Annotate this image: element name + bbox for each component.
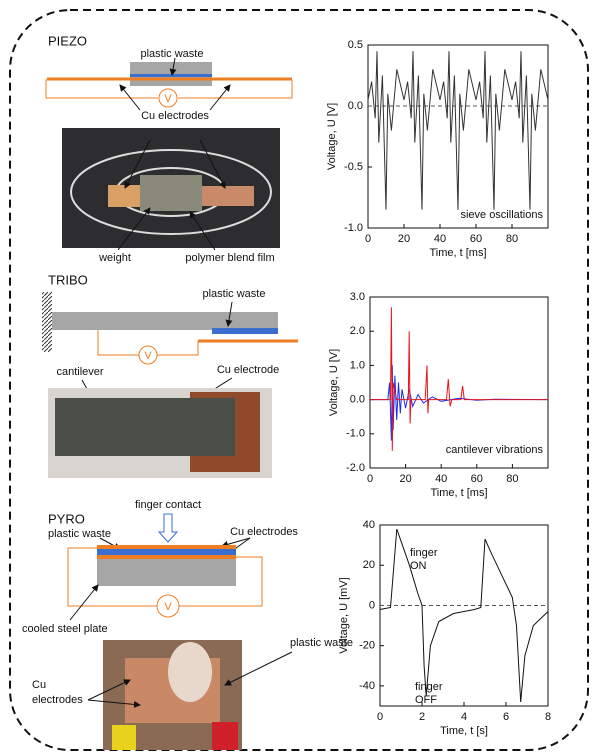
label: cooled steel plate: [22, 623, 108, 635]
layer: [97, 555, 236, 559]
photo-detail: [112, 725, 136, 750]
label: Cu: [32, 679, 46, 691]
x-tick-label: 20: [398, 233, 410, 245]
y-tick-label: -0.5: [344, 161, 363, 173]
y-tick-label: -20: [359, 640, 375, 652]
meter-label: V: [164, 601, 172, 613]
x-tick-label: 0: [365, 233, 371, 245]
layer: [97, 559, 236, 586]
x-tick-label: 0: [377, 711, 383, 723]
label: plastic waste: [203, 288, 266, 300]
wall: [42, 292, 52, 352]
annotation: finger: [410, 547, 438, 559]
x-axis-label: Time, t [ms]: [429, 247, 486, 259]
y-axis-label: Voltage, U [mV]: [338, 577, 350, 653]
plot-frame: [370, 297, 548, 468]
y-tick-label: 1.0: [350, 359, 365, 371]
annotation: ON: [410, 560, 427, 572]
y-tick-label: 0.0: [350, 394, 365, 406]
photo-detail: [212, 722, 238, 750]
x-tick-label: 60: [471, 473, 483, 485]
section-title: PYRO: [48, 511, 85, 526]
y-tick-label: -40: [359, 680, 375, 692]
x-axis-label: Time, t [s]: [440, 725, 488, 737]
photo-detail: [55, 398, 235, 456]
y-axis-label: Voltage, U [V]: [328, 349, 340, 416]
y-tick-label: 0.5: [348, 39, 363, 51]
arrow: [222, 538, 250, 546]
x-tick-label: 80: [506, 233, 518, 245]
x-tick-label: 6: [503, 711, 509, 723]
x-tick-label: 20: [399, 473, 411, 485]
layer: [97, 545, 236, 549]
label: cantilever: [56, 366, 103, 378]
figure: PIEZO plastic waste V Cu electrodes weig…: [0, 0, 596, 756]
photo-detail: [202, 186, 254, 206]
arrow: [70, 585, 98, 620]
label: plastic waste: [141, 48, 204, 60]
annotation: OFF: [415, 694, 437, 706]
label: electrodes: [32, 694, 83, 706]
annotation: cantilever vibrations: [446, 444, 544, 456]
y-tick-label: 2.0: [350, 325, 365, 337]
x-tick-label: 60: [470, 233, 482, 245]
y-tick-label: -2.0: [346, 462, 365, 474]
label: Cu electrodes: [230, 526, 298, 538]
layer: [97, 549, 236, 555]
layer: [130, 74, 212, 77]
label: weight: [98, 252, 131, 264]
section-title: TRIBO: [48, 272, 88, 287]
arrow: [159, 514, 177, 542]
x-tick-label: 4: [461, 711, 467, 723]
annotation: finger: [415, 681, 443, 693]
annotation: sieve oscillations: [460, 209, 543, 221]
x-tick-label: 80: [506, 473, 518, 485]
x-tick-label: 8: [545, 711, 551, 723]
photo-detail: [140, 175, 202, 211]
label: finger contact: [135, 499, 201, 511]
y-tick-label: 0: [369, 599, 375, 611]
meter-label: V: [164, 93, 172, 105]
x-tick-label: 40: [435, 473, 447, 485]
y-tick-label: 0.0: [348, 100, 363, 112]
y-tick-label: -1.0: [344, 222, 363, 234]
x-axis-label: Time, t [ms]: [430, 487, 487, 499]
y-tick-label: 20: [363, 559, 375, 571]
y-tick-label: 3.0: [350, 291, 365, 303]
label: plastic waste: [48, 528, 111, 540]
label: polymer blend film: [185, 252, 274, 264]
cantilever: [52, 312, 278, 330]
label: Cu electrode: [217, 364, 279, 376]
y-axis-label: Voltage, U [V]: [326, 103, 338, 170]
wire: [98, 330, 139, 355]
x-tick-label: 40: [434, 233, 446, 245]
x-tick-label: 0: [367, 473, 373, 485]
meter-label: V: [144, 350, 152, 362]
section-title: PIEZO: [48, 33, 87, 48]
y-tick-label: 40: [363, 519, 375, 531]
x-tick-label: 2: [419, 711, 425, 723]
layer: [212, 328, 278, 334]
label: Cu electrodes: [141, 110, 209, 122]
y-tick-label: -1.0: [346, 428, 365, 440]
wire: [157, 341, 198, 355]
photo-detail: [168, 642, 212, 702]
